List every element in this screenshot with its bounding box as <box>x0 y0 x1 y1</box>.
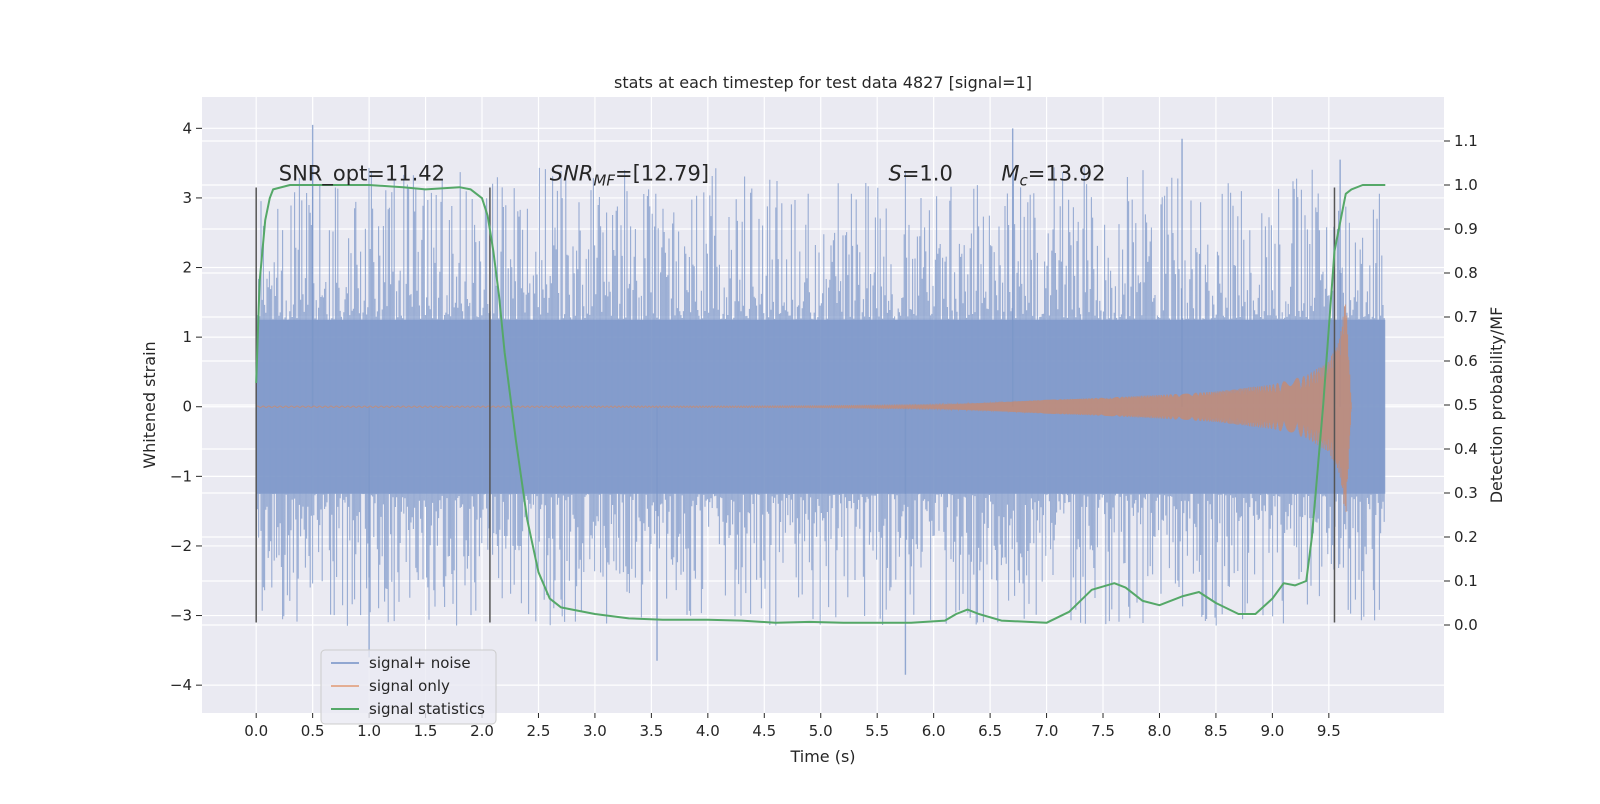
y2-tick-label-6: 0.5 <box>1454 396 1478 414</box>
y-tick-label-5: −1 <box>170 467 192 485</box>
y2-tick-label-1: 1.0 <box>1454 176 1478 194</box>
x-tick-label-3: 1.5 <box>414 722 438 740</box>
y2-tick-label-7: 0.4 <box>1454 440 1478 458</box>
x-tick-label-17: 8.5 <box>1204 722 1228 740</box>
x-tick-label-10: 5.0 <box>809 722 833 740</box>
y2-tick-label-11: 0.0 <box>1454 616 1478 634</box>
x-tick-label-18: 9.0 <box>1260 722 1284 740</box>
y-tick-label-2: 2 <box>182 259 192 277</box>
annotation-3: Mc=13.92 <box>1001 162 1105 190</box>
x-tick-label-16: 8.0 <box>1148 722 1172 740</box>
x-tick-label-7: 3.5 <box>639 722 663 740</box>
y2-tick-label-10: 0.1 <box>1454 572 1478 590</box>
y2-tick-label-3: 0.8 <box>1454 264 1478 282</box>
signal-trace <box>255 304 1352 512</box>
y2-tick-label-9: 0.2 <box>1454 528 1478 546</box>
x-axis-ticks: 0.0 0.5 1.0 1.5 2.0 2.5 3.0 3.5 4.0 4.5 5.0 5.5 6.0 6… <box>244 713 1341 740</box>
x-tick-label-13: 6.5 <box>978 722 1002 740</box>
y2-tick-label-5: 0.6 <box>1454 352 1478 370</box>
legend-entry-signal-noise: signal+ noise <box>369 654 471 672</box>
y-tick-label-7: −3 <box>170 607 192 625</box>
x-tick-label-6: 3.0 <box>583 722 607 740</box>
y-tick-label-3: 1 <box>182 328 192 346</box>
annotation-1: SNRMF=[12.79] <box>550 162 709 190</box>
legend: signal+ noise signal only signal statist… <box>320 649 497 725</box>
y2-tick-label-0: 1.1 <box>1454 132 1478 150</box>
x-tick-label-19: 9.5 <box>1317 722 1341 740</box>
x-tick-label-14: 7.0 <box>1035 722 1059 740</box>
chart-title: stats at each timestep for test data 482… <box>614 73 1032 92</box>
y2-axis-label: Detection probability/MF <box>1487 307 1506 504</box>
y2-tick-label-2: 0.9 <box>1454 220 1478 238</box>
legend-entry-signal-only: signal only <box>369 677 450 695</box>
y2-tick-label-8: 0.3 <box>1454 484 1478 502</box>
x-tick-label-12: 6.0 <box>922 722 946 740</box>
x-tick-label-1: 0.5 <box>301 722 325 740</box>
y-axis-ticks: 4 3 2 1 0 −1 −2 −3 −4 <box>170 119 202 694</box>
series-signal-statistics <box>255 184 1386 624</box>
y-tick-label-8: −4 <box>170 676 192 694</box>
annotation-0: SNR_opt=11.42 <box>279 162 445 187</box>
x-tick-label-9: 4.5 <box>752 722 776 740</box>
series-signal-only <box>255 304 1352 512</box>
legend-entry-signal-statistics: signal statistics <box>369 700 485 718</box>
y-tick-label-6: −2 <box>170 537 192 555</box>
y2-tick-label-4: 0.7 <box>1454 308 1478 326</box>
y-tick-label-4: 0 <box>182 398 192 416</box>
x-tick-label-5: 2.5 <box>527 722 551 740</box>
x-tick-label-0: 0.0 <box>244 722 268 740</box>
stats-trace <box>255 184 1386 624</box>
x-tick-label-4: 2.0 <box>470 722 494 740</box>
annotation-2: S=1.0 <box>888 162 952 186</box>
legend-box <box>320 649 497 725</box>
x-tick-label-8: 4.0 <box>696 722 720 740</box>
y-tick-label-0: 4 <box>182 119 192 137</box>
annotations: SNR_opt=11.42 SNRMF=[12.79] S=1.0 Mc=13.92 <box>279 162 1106 190</box>
y-tick-label-1: 3 <box>182 189 192 207</box>
x-axis-label: Time (s) <box>789 747 855 766</box>
x-tick-label-15: 7.5 <box>1091 722 1115 740</box>
y-axis-label: Whitened strain <box>140 341 159 468</box>
x-tick-label-2: 1.0 <box>357 722 381 740</box>
y2-axis-ticks: 1.1 1.0 0.9 0.8 0.7 0.6 0.5 0.4 0.3 0.2 0.1 0.0 <box>1444 132 1478 634</box>
x-tick-label-11: 5.5 <box>865 722 889 740</box>
